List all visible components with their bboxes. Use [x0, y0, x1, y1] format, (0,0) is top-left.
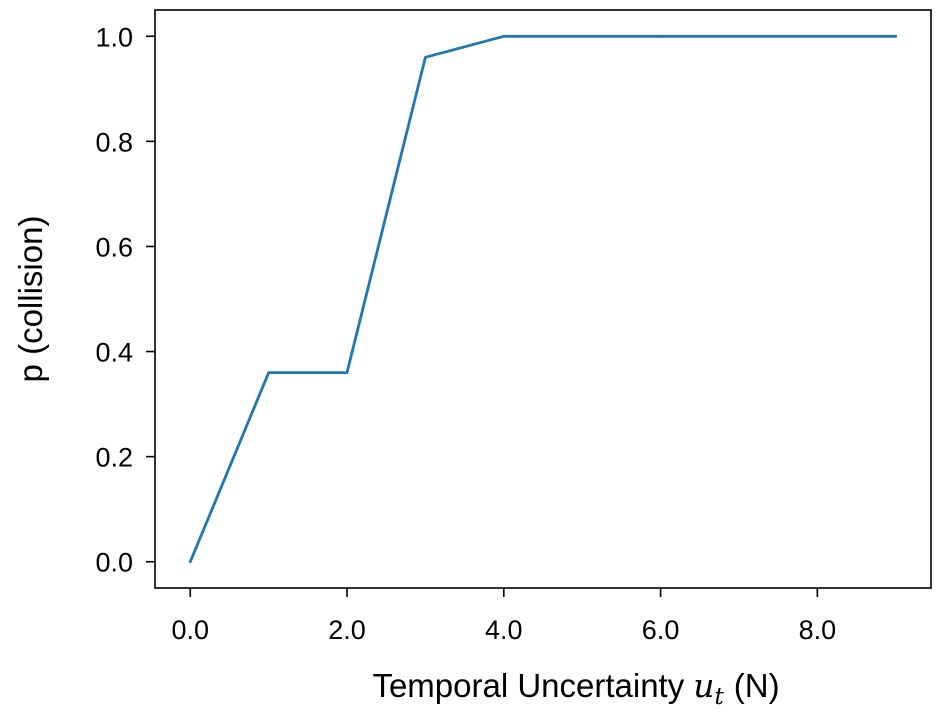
x-tick-label: 6.0 — [642, 615, 680, 645]
y-tick-label: 0.8 — [95, 127, 133, 157]
x-axis: 0.0 2.0 4.0 6.0 8.0 — [171, 588, 836, 645]
y-tick-label: 0.2 — [95, 443, 133, 473]
x-tick-label: 2.0 — [328, 615, 366, 645]
series-line — [188, 34, 898, 564]
y-tick-label: 1.0 — [95, 22, 133, 52]
x-tick-label: 0.0 — [171, 615, 209, 645]
plot-area — [154, 9, 932, 589]
x-tick-label: 8.0 — [799, 615, 837, 645]
y-tick-label: 0.6 — [95, 232, 133, 262]
y-axis: 0.0 0.2 0.4 0.6 0.8 1.0 — [95, 22, 155, 578]
y-axis-title: p (collision) — [12, 216, 49, 383]
x-tick-label: 4.0 — [485, 615, 523, 645]
series-layer — [188, 34, 898, 564]
x-axis-title: Temporal Uncertainty ut (N) — [372, 666, 779, 710]
y-tick-label: 0.0 — [95, 548, 133, 578]
y-tick-label: 0.4 — [95, 338, 133, 368]
